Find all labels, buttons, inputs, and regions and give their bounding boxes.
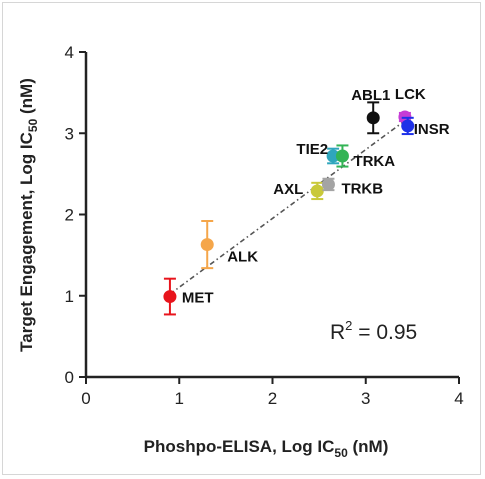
point-label-alk: ALK xyxy=(227,249,258,266)
axes: 0 1 2 3 4 0 1 2 3 4 xyxy=(65,43,464,408)
x-tick-label: 3 xyxy=(361,389,370,408)
y-tick-label: 3 xyxy=(65,124,74,143)
point-abl1 xyxy=(366,111,380,125)
point-trka xyxy=(335,149,349,163)
fit-line-layer xyxy=(169,117,409,295)
point-alk xyxy=(200,238,214,252)
x-tick-label: 2 xyxy=(268,389,277,408)
point-label-insr: INSR xyxy=(414,121,450,138)
point-axl xyxy=(310,184,324,198)
x-axis-title: Phoshpo-ELISA, Log IC50 (nM) xyxy=(144,437,389,460)
point-label-tie2: TIE2 xyxy=(296,141,328,158)
y-tick-label: 2 xyxy=(65,206,74,225)
point-insr xyxy=(401,119,415,133)
point-trkb xyxy=(321,177,335,191)
y-tick-label: 4 xyxy=(65,43,74,62)
point-label-axl: AXL xyxy=(273,181,303,198)
x-tick-label: 0 xyxy=(81,389,90,408)
point-label-trka: TRKA xyxy=(353,153,395,170)
y-tick-label: 1 xyxy=(65,287,74,306)
x-tick-label: 1 xyxy=(175,389,184,408)
point-label-met: MET xyxy=(182,290,214,307)
point-labels: MET ALK AXL TRKB TIE2 TRKA ABL1 LCK INSR xyxy=(182,86,450,307)
point-label-trkb: TRKB xyxy=(341,180,383,197)
r-squared-annotation: R2 = 0.95 xyxy=(330,318,417,344)
point-label-lck: LCK xyxy=(395,86,426,103)
x-tick-label: 4 xyxy=(454,389,463,408)
y-tick-label: 0 xyxy=(65,368,74,387)
point-met xyxy=(163,290,177,304)
regression-line xyxy=(169,117,409,295)
point-label-abl1: ABL1 xyxy=(351,87,390,104)
chart-frame xyxy=(2,2,481,475)
y-axis-title: Target Engagement, Log IC50 (nM) xyxy=(17,78,40,352)
data-points xyxy=(163,101,415,316)
point-tie2 xyxy=(326,149,340,163)
